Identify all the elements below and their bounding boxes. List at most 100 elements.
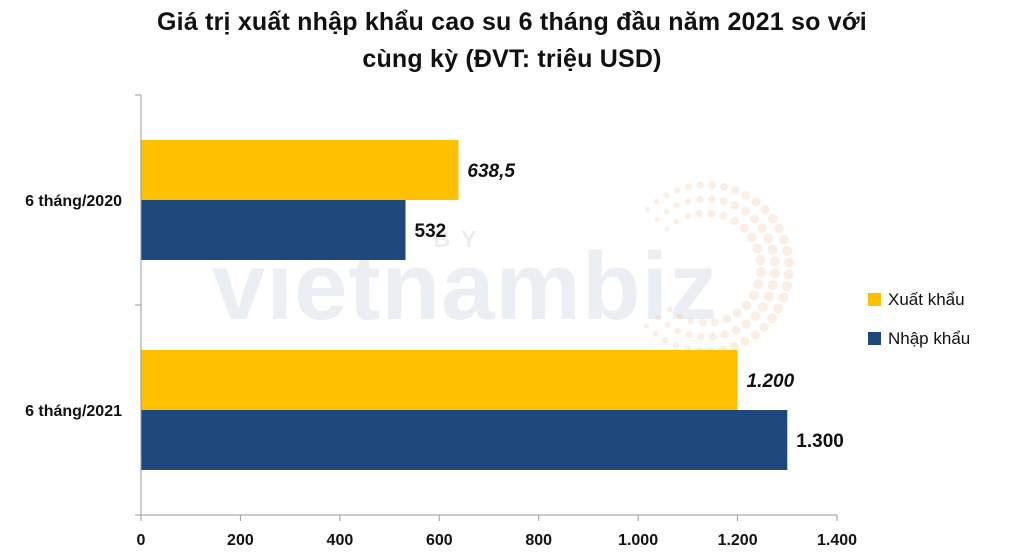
legend-swatch-import [868,332,881,345]
watermark-dot [673,218,680,225]
watermark-dot [759,322,769,332]
data-label-export-0: 638,5 [467,161,515,182]
watermark-dot [684,198,692,205]
legend-label-export: Xuất khẩu [888,289,965,309]
watermark-dot [767,313,777,324]
watermark-dot [655,314,661,321]
x-tick-label: 200 [227,532,254,549]
watermark-dot [782,281,792,292]
x-tick-label: 800 [525,532,552,549]
x-tick-label: 1.200 [718,532,758,549]
watermark-dot [783,257,794,268]
watermark-dot [753,279,764,290]
watermark-dot [652,330,659,337]
watermark-dot [773,303,784,314]
watermark-dot [783,269,794,280]
watermark-dot [748,290,759,301]
watermark-dot [707,209,716,218]
x-tick-label: 400 [327,532,354,549]
watermark-dot [778,292,789,303]
watermark-dot [768,213,778,224]
watermark-dot [747,232,757,243]
watermark-dot [769,256,780,267]
watermark-dot [752,243,763,254]
legend-swatch-export [868,293,881,306]
chart-legend: Xuất khẩu Nhập khẩu [868,288,970,366]
x-tick-label: 1.000 [618,532,658,549]
watermark-dot [684,213,691,220]
watermark-dot [673,202,680,209]
watermark-dot [720,330,729,339]
watermark-dot [755,255,766,266]
legend-item-import: Nhập khẩu [868,327,970,350]
watermark-dot [740,206,750,216]
category-label-0: 6 tháng/2020 [25,193,122,210]
watermark-dot [719,211,728,220]
watermark-dot [687,317,695,325]
watermark-dot [685,331,693,339]
x-tick-label: 0 [137,532,146,549]
chart-title-line-1: Giá trị xuất nhập khẩu cao su 6 tháng đầ… [157,8,867,36]
watermark-dot [663,192,670,199]
bar-export-0 [141,140,459,200]
watermark-dot [696,195,704,203]
watermark-dot [710,318,720,327]
watermark-dot [729,341,739,351]
watermark-dot [779,234,789,245]
data-label-export-1: 1.200 [747,371,795,392]
watermark-dot [731,186,740,195]
watermark-dot [763,233,774,244]
watermark-dot [741,191,751,200]
watermark-dot [730,201,740,210]
watermark-dot [732,308,743,318]
watermark-dot [719,197,728,206]
watermark-dot [708,332,718,341]
watermark-dot [719,182,728,191]
watermark-dot [731,325,741,335]
watermark-dot [653,198,659,205]
watermark-dot [730,216,739,226]
watermark-dot [664,322,671,329]
watermark-dot [767,280,778,291]
watermark-dot [643,323,650,329]
watermark-dot [740,336,750,346]
watermark-dot [699,319,707,327]
watermark-dot [695,209,703,217]
watermark-dot [697,333,705,341]
bar-import-0 [141,200,406,260]
watermark-dot [758,302,768,312]
watermark-dot [741,300,752,311]
watermark-dot [782,245,793,256]
data-label-import-0: 532 [415,221,447,242]
category-label-1: 6 tháng/2021 [25,403,122,420]
bar-import-1 [141,410,788,470]
watermark-dot [722,314,732,324]
watermark-dot [774,223,784,234]
watermark-dot [676,313,683,320]
watermark-dot [663,208,670,215]
watermark-dot [664,226,670,232]
watermark-dot [750,330,760,340]
data-label-import-1: 1.300 [796,431,844,452]
watermark-dot [666,306,673,313]
watermark-dot [739,223,749,233]
watermark-dot [767,244,778,255]
watermark-dot [696,181,704,189]
watermark-dot [708,181,716,189]
bar-export-1 [141,350,738,410]
watermark-dot [760,205,770,215]
legend-label-import: Nhập khẩu [888,328,971,348]
watermark-dot [654,216,660,222]
chart-title-line-2: cùng kỳ (ĐVT: triệu USD) [362,45,662,73]
watermark-dot [674,327,682,335]
watermark-dot [750,311,761,322]
watermark-dot [741,319,751,329]
watermark-dot [685,183,692,191]
x-tick-label: 1.400 [817,532,857,549]
chart-title: Giá trị xuất nhập khẩu cao su 6 tháng đầ… [0,4,1024,78]
watermark-dot [763,291,774,302]
watermark-dot [708,195,716,203]
x-tick-label: 600 [426,532,453,549]
watermark-dot [672,342,680,349]
